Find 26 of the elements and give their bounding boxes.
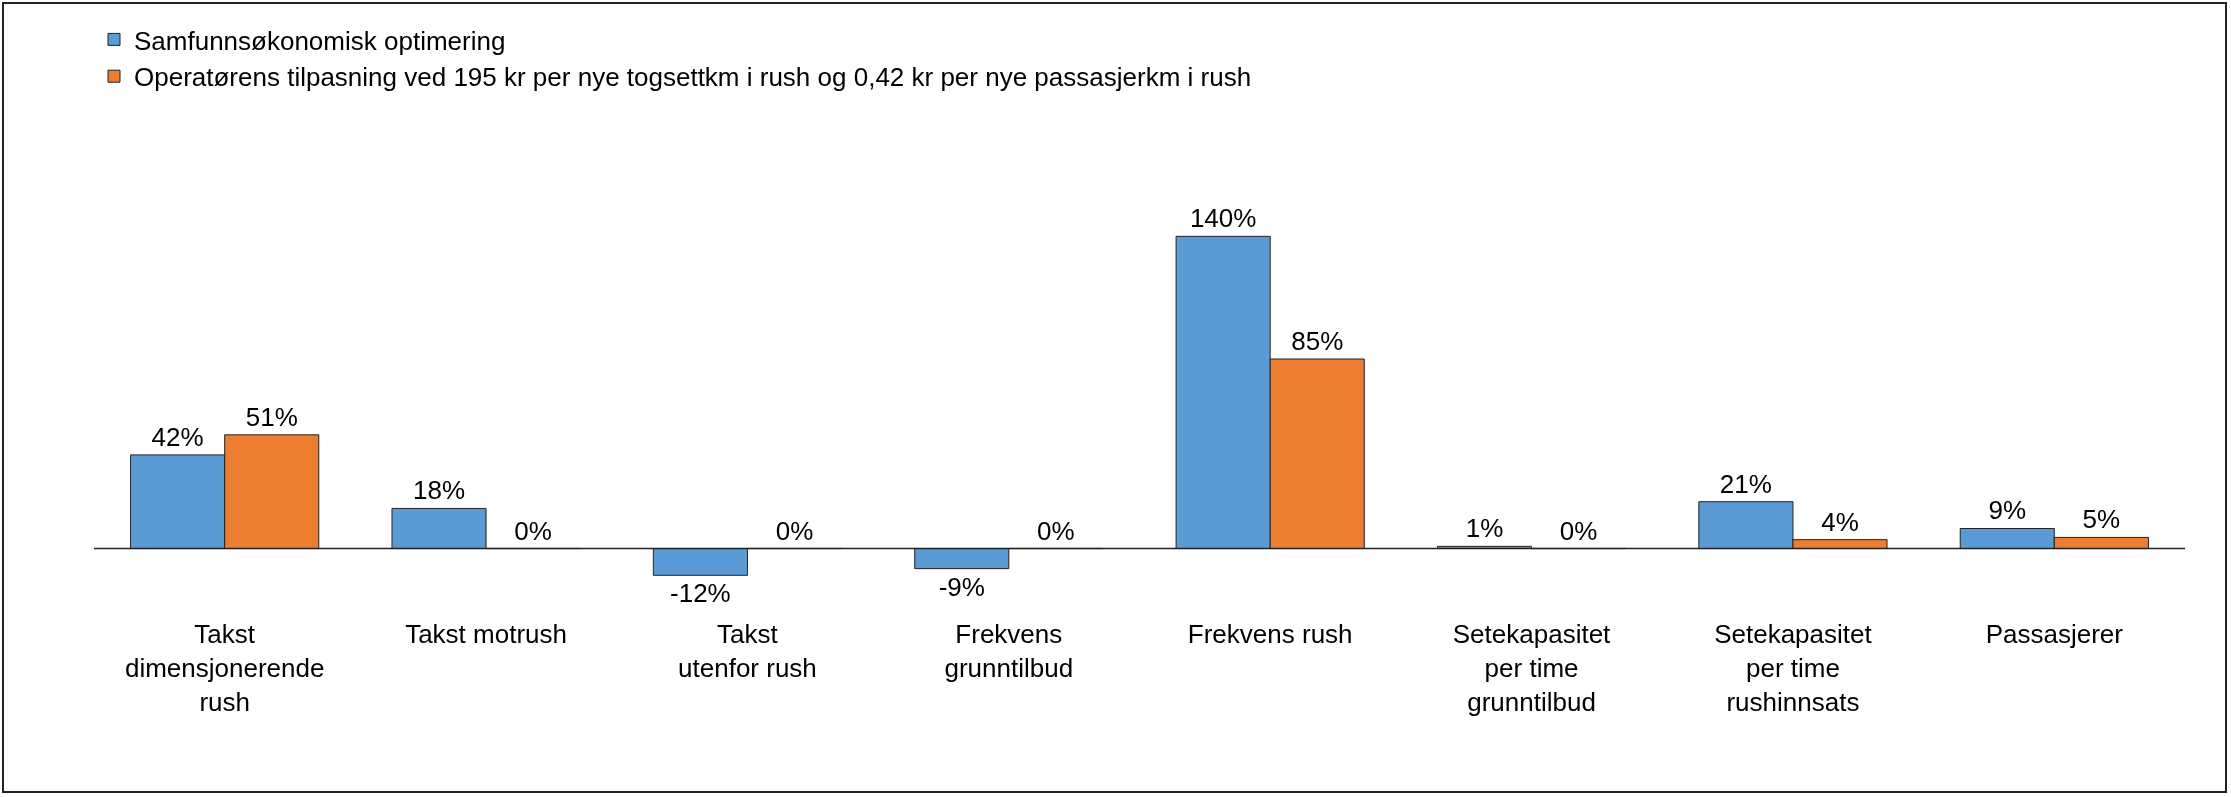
data-label: 0% [1559,515,1598,546]
data-label: 5% [2082,504,2121,535]
x-tick-label: Setekapasitet per time grunntilbud [1452,619,1612,717]
data-label: 1% [1465,513,1504,544]
data-label: 140% [1189,203,1257,234]
data-label: -12% [670,578,731,609]
data-label: 85% [1291,326,1344,356]
x-tick-label: Takst utenfor rush [678,619,817,683]
data-label: 0% [1037,515,1075,546]
data-label: -9% [938,571,985,602]
data-label: 0% [514,515,552,546]
x-tick-label: Frekvens rush [1187,619,1353,649]
data-label: 21% [1719,468,1772,499]
data-label: 18% [412,475,466,506]
data-label: 42% [151,421,204,452]
data-label: 9% [1988,495,2027,526]
legend-label: Samfunnsøkonomisk optimering [134,25,506,56]
x-tick-label: Passasjerer [1985,619,2124,649]
x-tick-label: Setekapasitet per time rushinnsats [1714,619,1873,717]
data-label: 51% [245,401,298,432]
x-tick-label: Takst dimensjonerende rush [124,619,325,717]
data-label: 0% [775,515,814,546]
x-tick-label: Takst motrush [405,619,567,649]
data-label: 4% [1821,506,1859,537]
x-tick-label: Frekvens grunntilbud [944,619,1074,683]
legend-label: Operatørens tilpasning ved 195 kr per nye togsettkm i rush og 0,42 kr per nye passasjerkm i rush [134,62,1252,93]
